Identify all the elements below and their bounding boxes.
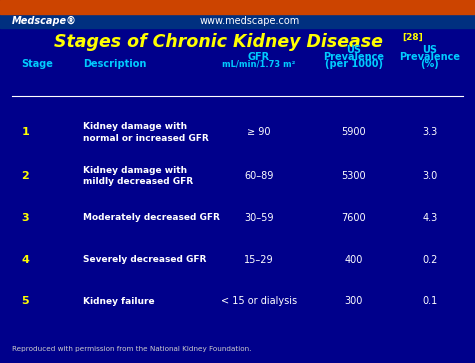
Text: 400: 400 <box>345 254 363 265</box>
Text: Kidney damage with
mildly decreased GFR: Kidney damage with mildly decreased GFR <box>83 166 193 187</box>
Text: 300: 300 <box>345 296 363 306</box>
Text: [28]: [28] <box>402 33 423 42</box>
Text: GFR: GFR <box>248 52 270 62</box>
Text: Stages of Chronic Kidney Disease: Stages of Chronic Kidney Disease <box>54 33 383 51</box>
Text: 5900: 5900 <box>342 127 366 138</box>
Text: Kidney failure: Kidney failure <box>83 297 155 306</box>
Text: 15–29: 15–29 <box>244 254 274 265</box>
Text: Kidney damage with
normal or increased GFR: Kidney damage with normal or increased G… <box>83 122 209 143</box>
Text: 1: 1 <box>21 127 29 138</box>
Text: 3.3: 3.3 <box>422 127 437 138</box>
Text: 5: 5 <box>21 296 29 306</box>
Text: 5300: 5300 <box>342 171 366 181</box>
Text: ≥ 90: ≥ 90 <box>247 127 271 138</box>
Text: 0.2: 0.2 <box>422 254 437 265</box>
Text: 2: 2 <box>21 171 29 181</box>
Text: 4: 4 <box>21 254 29 265</box>
Bar <box>0 0 475 14</box>
Text: Description: Description <box>83 59 146 69</box>
Text: US: US <box>422 45 437 55</box>
Text: 7600: 7600 <box>342 213 366 223</box>
Text: 4.3: 4.3 <box>422 213 437 223</box>
Bar <box>0 14 475 28</box>
Text: Prevalence: Prevalence <box>399 52 460 62</box>
Text: Stage: Stage <box>21 59 53 69</box>
Text: 0.1: 0.1 <box>422 296 437 306</box>
Text: Moderately decreased GFR: Moderately decreased GFR <box>83 213 220 222</box>
Text: (per 1000): (per 1000) <box>325 59 383 69</box>
Text: mL/min/1.73 m²: mL/min/1.73 m² <box>222 60 295 69</box>
Text: 3: 3 <box>21 213 29 223</box>
Text: < 15 or dialysis: < 15 or dialysis <box>221 296 297 306</box>
Text: www.medscape.com: www.medscape.com <box>200 16 300 26</box>
Text: Severely decreased GFR: Severely decreased GFR <box>83 255 207 264</box>
Text: Prevalence: Prevalence <box>323 52 384 62</box>
Text: US: US <box>346 45 361 55</box>
Text: Medscape®: Medscape® <box>12 16 77 26</box>
Text: 30–59: 30–59 <box>244 213 274 223</box>
Text: 60–89: 60–89 <box>244 171 274 181</box>
Text: Reproduced with permission from the National Kidney Foundation.: Reproduced with permission from the Nati… <box>12 346 251 352</box>
Text: 3.0: 3.0 <box>422 171 437 181</box>
Text: (%): (%) <box>420 59 439 69</box>
